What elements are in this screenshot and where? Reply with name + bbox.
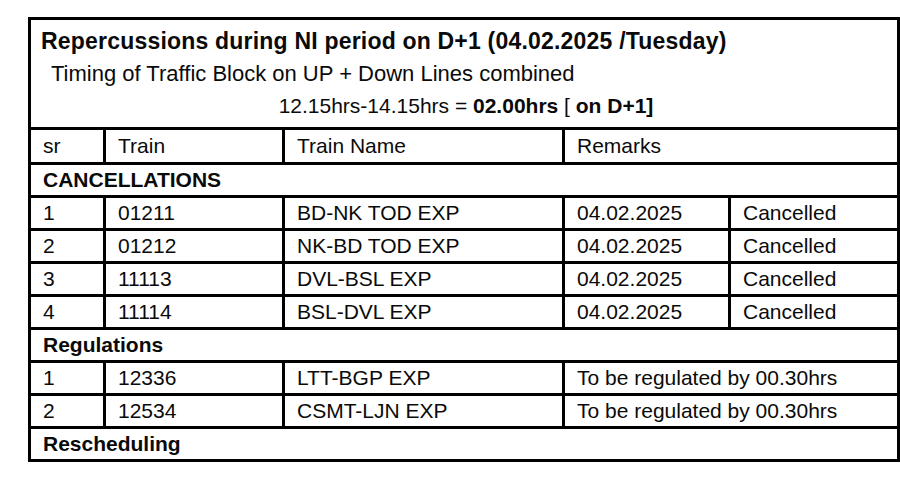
table-row: 3 11113 DVL-BSL EXP 04.02.2025 Cancelled <box>30 263 899 296</box>
col-header-remarks: Remarks <box>564 129 899 164</box>
cell-sr: 4 <box>30 296 105 329</box>
title-cell: Repercussions during NI period on D+1 (0… <box>30 19 899 129</box>
cell-train-number: 12534 <box>105 395 284 428</box>
cell-sr: 1 <box>30 197 105 230</box>
col-header-sr: sr <box>30 129 105 164</box>
col-header-train-name: Train Name <box>284 129 564 164</box>
repercussions-table: Repercussions during NI period on D+1 (0… <box>28 17 900 462</box>
table-row: 2 12534 CSMT-LJN EXP To be regulated by … <box>30 395 899 428</box>
timing-bracket: [ <box>558 94 576 117</box>
cell-remark: To be regulated by 00.30hrs <box>564 395 899 428</box>
timing-line: 12.15hrs-14.15hrs = 02.00hrs [ on D+1] <box>41 90 891 121</box>
cell-status: Cancelled <box>730 197 899 230</box>
cell-train-number: 11113 <box>105 263 284 296</box>
col-header-train: Train <box>105 129 284 164</box>
section-regulations: Regulations <box>30 329 899 362</box>
cell-sr: 3 <box>30 263 105 296</box>
cell-train-number: 01211 <box>105 197 284 230</box>
cell-train-number: 11114 <box>105 296 284 329</box>
notice-document: Repercussions during NI period on D+1 (0… <box>28 17 900 462</box>
section-label-rescheduling: Rescheduling <box>30 428 899 461</box>
cell-status: Cancelled <box>730 296 899 329</box>
timing-suffix: on D+1] <box>576 94 654 117</box>
section-cancellations: CANCELLATIONS <box>30 164 899 197</box>
cell-train-number: 01212 <box>105 230 284 263</box>
page-title: Repercussions during NI period on D+1 (0… <box>41 25 891 58</box>
table-row: 4 11114 BSL-DVL EXP 04.02.2025 Cancelled <box>30 296 899 329</box>
cell-date: 04.02.2025 <box>564 296 730 329</box>
title-block: Repercussions during NI period on D+1 (0… <box>30 19 899 129</box>
cell-train-name: DVL-BSL EXP <box>284 263 564 296</box>
cell-date: 04.02.2025 <box>564 230 730 263</box>
section-label-cancellations: CANCELLATIONS <box>30 164 899 197</box>
cell-train-name: BSL-DVL EXP <box>284 296 564 329</box>
table-row: 1 12336 LTT-BGP EXP To be regulated by 0… <box>30 362 899 395</box>
cell-train-number: 12336 <box>105 362 284 395</box>
cell-train-name: BD-NK TOD EXP <box>284 197 564 230</box>
cell-train-name: NK-BD TOD EXP <box>284 230 564 263</box>
cell-train-name: CSMT-LJN EXP <box>284 395 564 428</box>
cell-status: Cancelled <box>730 230 899 263</box>
cell-sr: 2 <box>30 395 105 428</box>
cell-train-name: LTT-BGP EXP <box>284 362 564 395</box>
section-rescheduling: Rescheduling <box>30 428 899 461</box>
table-header-row: sr Train Train Name Remarks <box>30 129 899 164</box>
cell-remark: To be regulated by 00.30hrs <box>564 362 899 395</box>
cell-status: Cancelled <box>730 263 899 296</box>
cell-date: 04.02.2025 <box>564 263 730 296</box>
subtitle: Timing of Traffic Block on UP + Down Lin… <box>41 58 891 90</box>
table-row: 2 01212 NK-BD TOD EXP 04.02.2025 Cancell… <box>30 230 899 263</box>
cell-sr: 2 <box>30 230 105 263</box>
timing-range: 12.15hrs-14.15hrs = <box>279 94 473 117</box>
cell-sr: 1 <box>30 362 105 395</box>
timing-duration: 02.00hrs <box>473 94 558 117</box>
section-label-regulations: Regulations <box>30 329 899 362</box>
table-row: 1 01211 BD-NK TOD EXP 04.02.2025 Cancell… <box>30 197 899 230</box>
cell-date: 04.02.2025 <box>564 197 730 230</box>
